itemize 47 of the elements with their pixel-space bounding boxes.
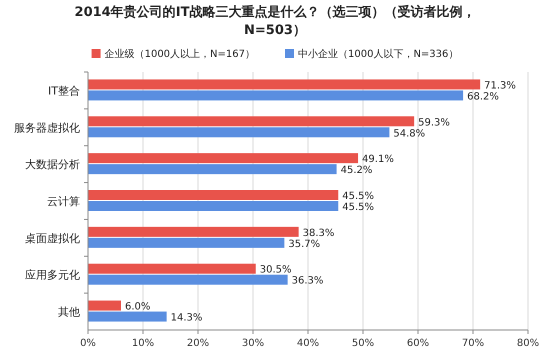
y-tick-label: 其他 xyxy=(58,306,80,319)
data-label: 35.7% xyxy=(288,238,320,250)
bar xyxy=(88,264,256,274)
x-tick-label: 70% xyxy=(462,338,484,349)
data-label: 71.3% xyxy=(484,80,516,92)
x-tick-label: 60% xyxy=(406,338,430,349)
bar xyxy=(88,226,299,237)
data-label: 68.2% xyxy=(467,91,499,102)
y-tick-label: 云计算 xyxy=(47,195,80,208)
x-tick-label: 20% xyxy=(186,338,210,349)
bar xyxy=(88,116,414,126)
bar xyxy=(88,127,390,138)
y-tick-label: 应用多元化 xyxy=(25,268,80,282)
x-tick-label: 10% xyxy=(132,338,154,349)
data-label: 45.2% xyxy=(340,165,372,176)
bar xyxy=(88,238,284,248)
data-label: 6.0% xyxy=(125,302,150,313)
data-label: 36.3% xyxy=(292,276,324,287)
legend-label: 企业级（1000人以上，N=167） xyxy=(104,48,255,60)
x-tick-label: 30% xyxy=(242,338,264,349)
data-label: 14.3% xyxy=(170,312,202,324)
data-label: 59.3% xyxy=(418,117,450,128)
bar xyxy=(88,312,167,322)
bar xyxy=(88,201,338,211)
data-label: 30.5% xyxy=(260,264,292,276)
x-tick-label: 50% xyxy=(352,338,374,349)
x-tick-label: 40% xyxy=(296,338,320,349)
bar xyxy=(88,190,338,200)
chart-title: 2014年贵公司的IT战略三大重点是什么？（选三项）（受访者比例，N=503） xyxy=(74,4,476,40)
legend-label: 中小企业（1000人以下，N=336） xyxy=(298,48,458,60)
y-tick-label: 桌面虚拟化 xyxy=(25,232,80,245)
bar xyxy=(88,274,288,285)
data-label: 54.8% xyxy=(393,128,426,140)
y-tick-label: 大数据分析 xyxy=(25,158,80,172)
y-tick-label: IT整合 xyxy=(48,84,80,98)
bar xyxy=(88,90,464,100)
bar xyxy=(88,164,337,174)
bar xyxy=(88,79,480,90)
data-label: 49.1% xyxy=(362,154,394,166)
data-label: 45.5% xyxy=(342,191,374,202)
bar xyxy=(88,300,121,311)
x-tick-label: 0% xyxy=(80,338,96,349)
x-tick-label: 80% xyxy=(516,338,540,349)
data-label: 45.5% xyxy=(342,202,374,213)
y-tick-label: 服务器虚拟化 xyxy=(14,121,80,134)
data-label: 38.3% xyxy=(302,228,334,239)
bar xyxy=(88,153,358,164)
